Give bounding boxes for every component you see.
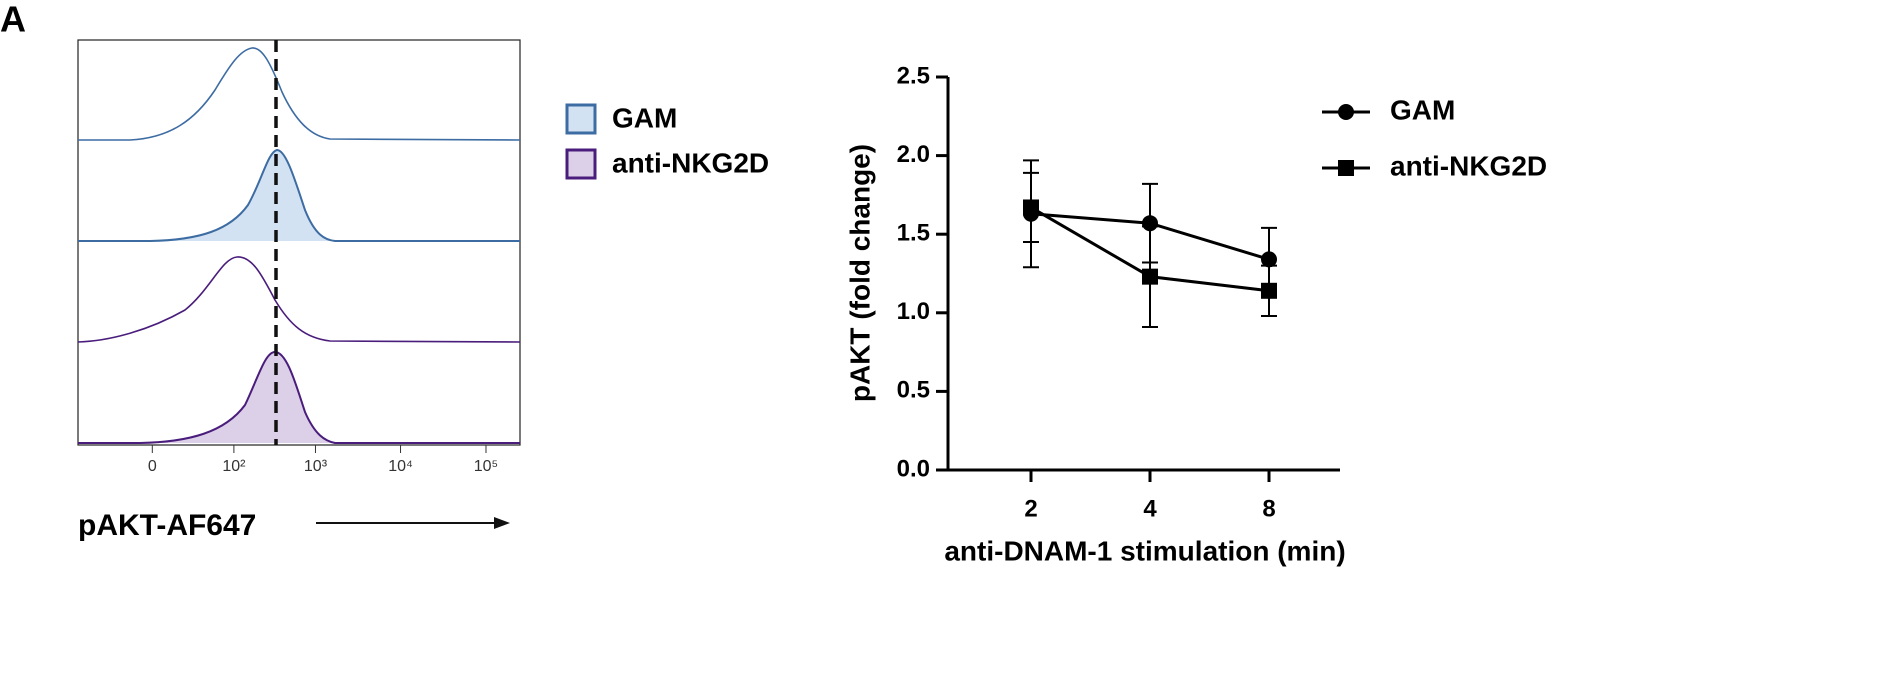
- x-tick-label: 10³: [304, 458, 328, 475]
- y-tick-label: 1.5: [897, 220, 930, 247]
- y-tick-label: 1.0: [897, 298, 930, 325]
- y-tick-label: 2.5: [897, 62, 930, 89]
- y-tick-label: 2.0: [897, 141, 930, 168]
- y-axis-label: pAKT (fold change): [844, 144, 875, 402]
- x-tick-label: 10⁴: [388, 458, 413, 475]
- x-tick-label: 4: [1143, 495, 1157, 522]
- histogram: [77, 256, 521, 343]
- marker: [1261, 282, 1277, 299]
- arrow-head: [494, 517, 510, 529]
- legend-marker: [1338, 104, 1354, 120]
- legend-swatch: [565, 148, 597, 180]
- y-tick-label: 0.0: [897, 455, 930, 482]
- panel-label: A: [0, 0, 26, 40]
- x-tick-label: 0: [148, 458, 157, 475]
- y-tick-label: 0.5: [897, 377, 930, 404]
- x-tick-label: 8: [1262, 495, 1275, 522]
- histogram: [78, 350, 520, 444]
- x-axis-label: pAKT-AF647: [78, 509, 256, 542]
- legend-label: GAM: [612, 102, 677, 133]
- marker: [1261, 251, 1277, 268]
- plot-frame: [77, 39, 521, 446]
- marker: [1023, 199, 1039, 216]
- legend-label: anti-NKG2D: [612, 147, 769, 178]
- x-tick-label: 2: [1024, 495, 1037, 522]
- x-tick-label: 10²: [222, 458, 246, 475]
- marker: [1142, 268, 1158, 285]
- histogram: [78, 148, 520, 242]
- histogram: [78, 47, 521, 141]
- legend-marker: [1338, 160, 1354, 176]
- legend-label: anti-NKG2D: [1390, 150, 1547, 181]
- x-axis-label: anti-DNAM-1 stimulation (min): [944, 535, 1345, 566]
- x-tick-label: 10⁵: [474, 458, 498, 475]
- legend-swatch: [565, 103, 597, 135]
- legend-label: GAM: [1390, 94, 1455, 125]
